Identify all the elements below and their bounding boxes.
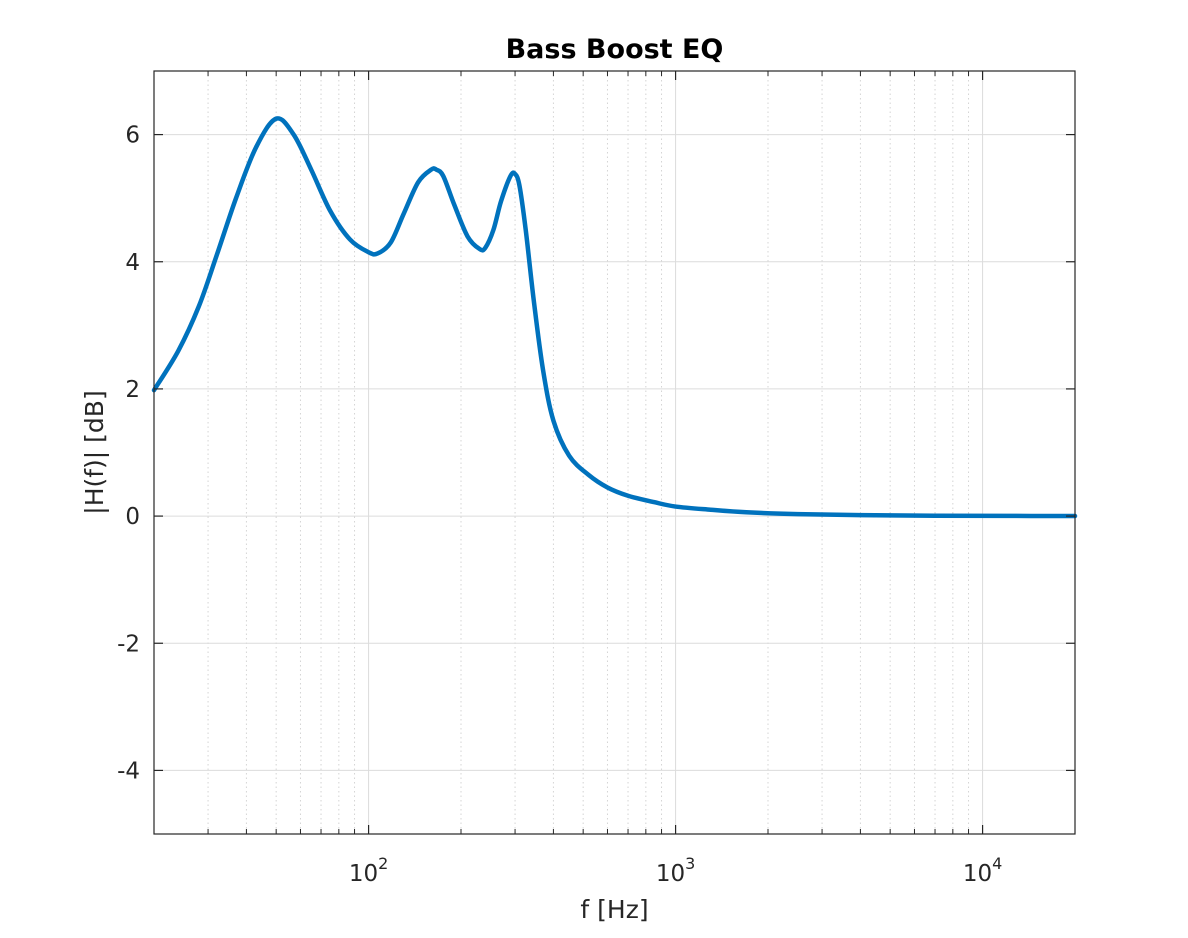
axis-ticks	[154, 71, 1075, 834]
tick-labels: 102 103 104 -4 -2 0 2 4 6	[117, 123, 1002, 887]
major-grid	[154, 71, 1075, 834]
axes-box	[153, 70, 1076, 835]
y-tick-label: -4	[117, 758, 140, 784]
y-tick-label: 2	[125, 377, 140, 403]
y-tick-label: -2	[117, 631, 140, 657]
x-axis-label: f [Hz]	[580, 895, 648, 924]
chart-title: Bass Boost EQ	[506, 34, 724, 65]
plot-area	[154, 71, 1075, 834]
y-axis-label: |H(f)| [dB]	[80, 390, 109, 514]
x-tick-label: 104	[963, 854, 1002, 887]
y-tick-label: 6	[125, 123, 140, 149]
y-tick-label: 4	[125, 250, 140, 276]
minor-grid	[207, 71, 970, 834]
x-tick-label: 103	[656, 854, 695, 887]
series-line	[151, 116, 1078, 519]
y-tick-label: 0	[125, 504, 140, 530]
x-tick-label: 102	[349, 854, 388, 887]
series-layer	[151, 116, 1078, 519]
